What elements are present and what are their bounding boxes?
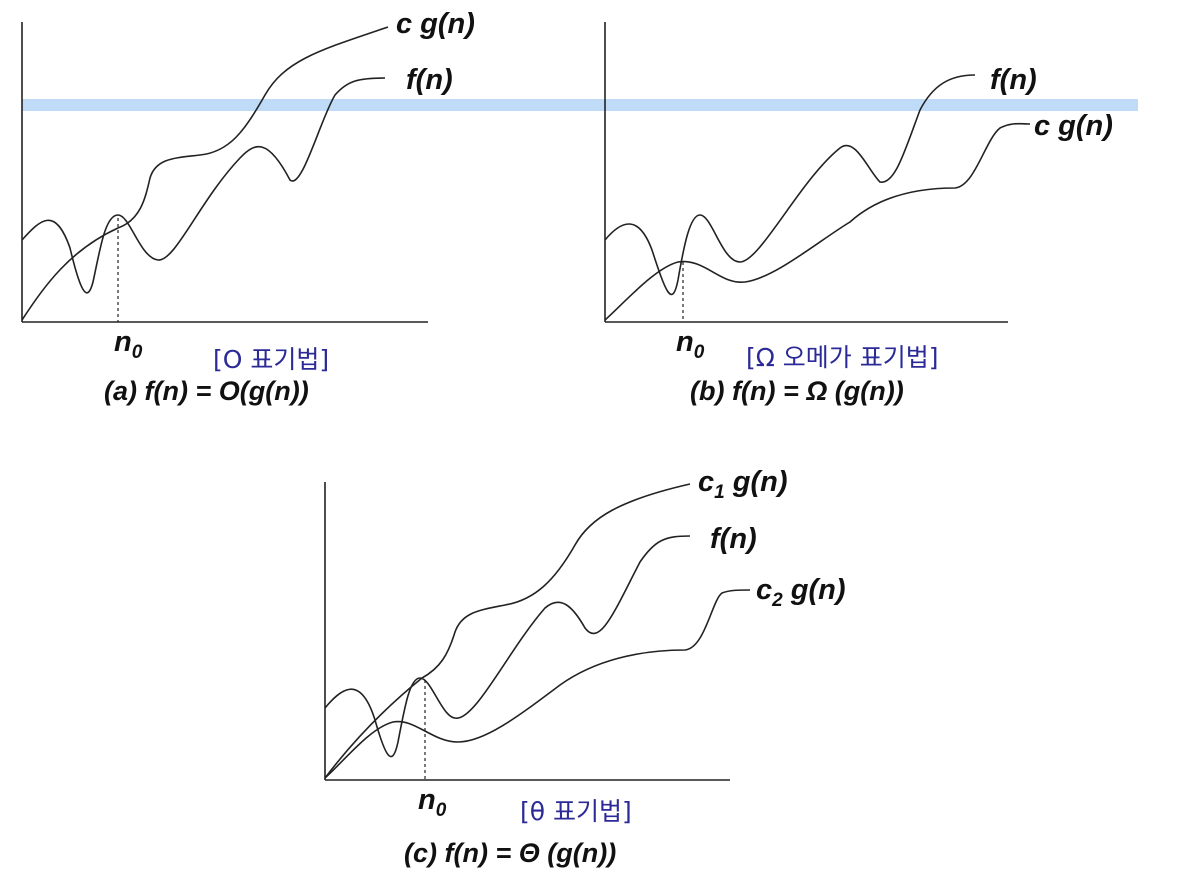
panel-a-notation: [O 표기법] — [213, 340, 329, 376]
panel-c-c2-suffix: g(n) — [783, 574, 846, 606]
panel-c-c1g-label: c1 g(n) — [698, 466, 788, 504]
panel-b-cg-curve — [605, 124, 1030, 320]
panel-b-notation: [Ω 오메가 표기법] — [746, 338, 939, 374]
panel-c-c2-sub: 2 — [772, 590, 783, 611]
panel-c-f-label: f(n) — [710, 523, 757, 556]
panel-c-caption: (c) f(n) = Θ (g(n)) — [404, 838, 616, 869]
panel-b-graph — [605, 22, 1030, 322]
panel-c-c2g-label: c2 g(n) — [756, 574, 846, 612]
panel-a-n0-letter: n — [114, 326, 132, 358]
panel-b-caption: (b) f(n) = Ω (g(n)) — [690, 376, 904, 407]
panel-c-graph — [325, 482, 750, 780]
panel-a-cg-label: c g(n) — [396, 8, 475, 41]
panel-a-f-label: f(n) — [406, 64, 453, 97]
panel-c-n0-letter: n — [418, 784, 436, 816]
panel-c-c1-sub: 1 — [714, 482, 725, 503]
panel-b-n0-label: n0 — [676, 326, 704, 364]
panel-c-c1-suffix: g(n) — [725, 466, 788, 498]
panel-c-n0-sub: 0 — [436, 800, 447, 821]
panel-c-c1-prefix: c — [698, 466, 714, 498]
panel-b-n0-letter: n — [676, 326, 694, 358]
panel-c-n0-label: n0 — [418, 784, 446, 822]
panel-a-n0-label: n0 — [114, 326, 142, 364]
panel-c-notation: [θ 표기법] — [520, 792, 632, 828]
panel-b-f-label: f(n) — [990, 64, 1037, 97]
panel-a-graph — [22, 22, 428, 322]
panel-a-n0-sub: 0 — [132, 342, 143, 363]
panel-a-caption: (a) f(n) = O(g(n)) — [104, 376, 309, 407]
panel-b-cg-label: c g(n) — [1034, 110, 1113, 143]
panel-b-n0-sub: 0 — [694, 342, 705, 363]
panel-c-c2-prefix: c — [756, 574, 772, 606]
highlight-band — [22, 99, 1138, 111]
